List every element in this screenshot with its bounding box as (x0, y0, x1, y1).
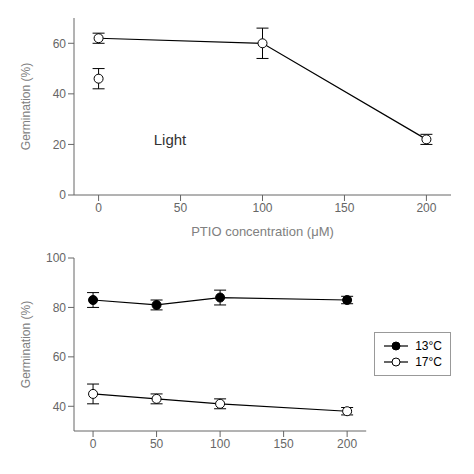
svg-text:50: 50 (150, 437, 164, 451)
svg-text:60: 60 (53, 37, 67, 51)
svg-text:20: 20 (53, 138, 67, 152)
svg-text:100: 100 (46, 251, 66, 265)
svg-text:Germination (%): Germination (%) (19, 301, 33, 388)
html-text:13°C: 13°C (415, 339, 442, 353)
svg-text:0: 0 (59, 188, 66, 202)
svg-text:200: 200 (416, 201, 436, 215)
svg-text:40: 40 (53, 87, 67, 101)
svg-text:Light: Light (154, 131, 187, 148)
svg-text:150: 150 (334, 201, 354, 215)
svg-text:50: 50 (174, 201, 188, 215)
svg-text:200: 200 (337, 437, 357, 451)
svg-text:100: 100 (252, 201, 272, 215)
svg-text:0: 0 (90, 437, 97, 451)
svg-text:150: 150 (274, 437, 294, 451)
svg-text:Germination (%): Germination (%) (19, 63, 33, 150)
svg-text:60: 60 (53, 350, 67, 364)
svg-text:40: 40 (53, 400, 67, 414)
svg-text:0: 0 (95, 201, 102, 215)
svg-text:80: 80 (53, 301, 67, 315)
svg-text:100: 100 (210, 437, 230, 451)
html-text:17°C: 17°C (415, 355, 442, 369)
svg-text:PTIO concentration (μM): PTIO concentration (μM) (191, 224, 334, 239)
